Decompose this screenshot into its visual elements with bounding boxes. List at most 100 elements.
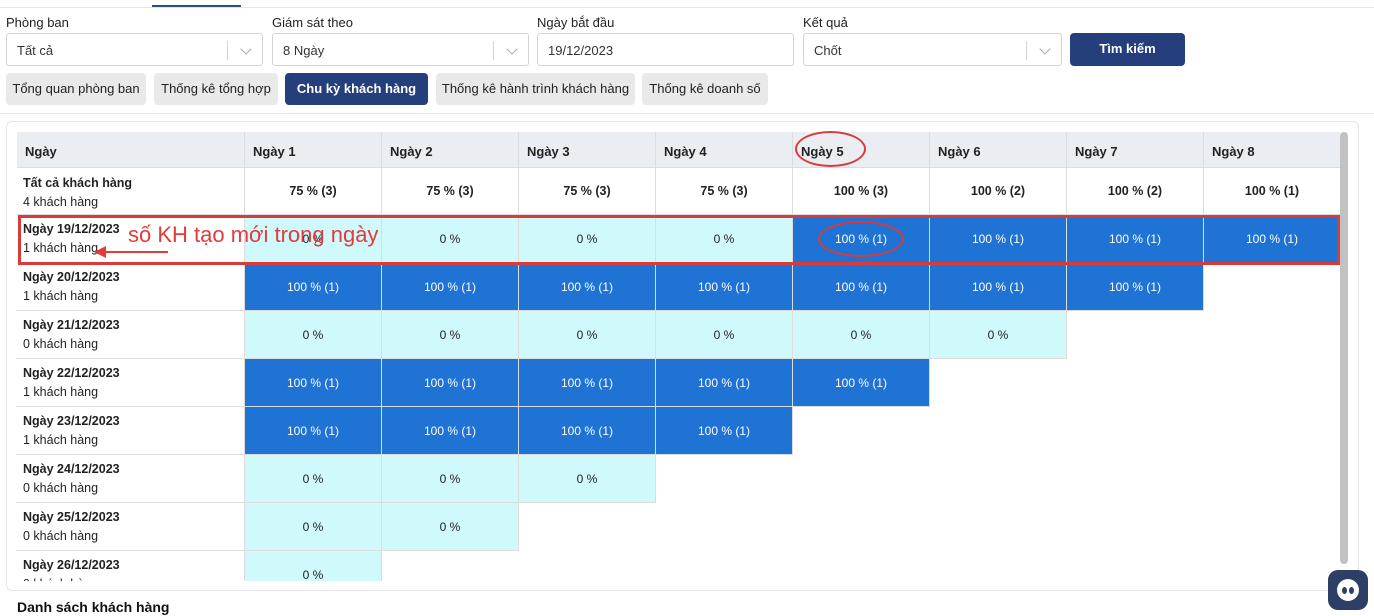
- tab-customer-journey[interactable]: Thống kê hành trình khách hàng: [436, 73, 635, 105]
- chevron-down-icon[interactable]: [506, 43, 518, 55]
- table-row-label: Ngày 22/12/2023 1 khách hàng: [17, 359, 245, 407]
- tab-sales-stats[interactable]: Thống kê doanh số: [642, 73, 768, 105]
- table-row-label: Ngày 24/12/2023 0 khách hàng: [17, 455, 245, 503]
- table-cell[interactable]: 100 % (1): [656, 263, 793, 311]
- row-date: Ngày 20/12/2023: [23, 270, 120, 284]
- table-cell[interactable]: 0 %: [245, 455, 382, 503]
- total-cell: 100 % (2): [930, 168, 1067, 215]
- department-label: Phòng ban: [6, 15, 69, 30]
- total-cell: 100 % (1): [1204, 168, 1340, 215]
- total-cell: 75 % (3): [382, 168, 519, 215]
- table-row-label: Ngày 25/12/2023 0 khách hàng: [17, 503, 245, 551]
- row-date: Ngày 25/12/2023: [23, 510, 120, 524]
- tab-customer-cycle[interactable]: Chu kỳ khách hàng: [285, 73, 428, 105]
- table-cell[interactable]: 100 % (1): [245, 407, 382, 455]
- table-scrollbar[interactable]: [1340, 132, 1348, 564]
- table-cell[interactable]: 0 %: [382, 215, 519, 263]
- table-header-cell: Ngày 7: [1067, 132, 1204, 168]
- result-select[interactable]: Chốt: [803, 33, 1062, 66]
- total-row-title: Tất cả khách hàng: [23, 176, 133, 190]
- tab-summary-stats[interactable]: Thống kê tổng hợp: [154, 73, 278, 105]
- table-cell[interactable]: 0 %: [245, 311, 382, 359]
- total-cell: 75 % (3): [519, 168, 656, 215]
- row-date: Ngày 19/12/2023: [23, 222, 120, 236]
- total-row-label: Tất cả khách hàng 4 khách hàng: [17, 168, 245, 215]
- row-customer-count: 0 khách hàng: [23, 577, 98, 581]
- cohort-table: Ngày Ngày 1 Ngày 2 Ngày 3 Ngày 4 Ngày 5 Ngày 6…: [17, 132, 1340, 581]
- result-label: Kết quả: [803, 15, 848, 30]
- monitor-by-select[interactable]: 8 Ngày: [272, 33, 529, 66]
- table-cell[interactable]: 100 % (1): [382, 263, 519, 311]
- table-cell[interactable]: 0 %: [245, 503, 382, 551]
- row-customer-count: 0 khách hàng: [23, 481, 99, 495]
- table-cell[interactable]: 0 %: [656, 215, 793, 263]
- table-cell[interactable]: 100 % (1): [519, 263, 656, 311]
- annotation-cell-circle: [818, 221, 904, 257]
- table-header-cell: Ngày 2: [382, 132, 519, 168]
- chevron-down-icon[interactable]: [1039, 43, 1051, 55]
- chat-bot-icon[interactable]: [1328, 570, 1368, 610]
- table-row-label: Ngày 21/12/2023 0 khách hàng: [17, 311, 245, 359]
- annotation-highlight-box: [18, 215, 1340, 265]
- total-cell: 75 % (3): [245, 168, 382, 215]
- table-cell[interactable]: 100 % (1): [793, 263, 930, 311]
- table-cell[interactable]: 100 % (1): [519, 407, 656, 455]
- search-button[interactable]: Tìm kiếm: [1070, 33, 1185, 66]
- start-date-label: Ngày bắt đầu: [537, 15, 615, 30]
- monitor-by-value: 8 Ngày: [283, 43, 325, 58]
- arrow-left-icon: [94, 246, 168, 258]
- result-value: Chốt: [814, 43, 842, 58]
- select-separator: [227, 41, 228, 60]
- tab-department-overview[interactable]: Tổng quan phòng ban: [6, 73, 146, 105]
- table-cell[interactable]: 100 % (1): [1067, 263, 1204, 311]
- row-customer-count: 0 khách hàng: [23, 337, 99, 351]
- row-customer-count: 0 khách hàng: [23, 529, 99, 543]
- table-cell[interactable]: 0 %: [382, 503, 519, 551]
- table-cell[interactable]: 0 %: [519, 311, 656, 359]
- table-header-cell: Ngày 6: [930, 132, 1067, 168]
- row-date: Ngày 24/12/2023: [23, 462, 120, 476]
- row-customer-count: 1 khách hàng: [23, 289, 99, 303]
- table-cell[interactable]: 100 % (1): [382, 407, 519, 455]
- table-cell[interactable]: 100 % (1): [245, 359, 382, 407]
- table-cell[interactable]: 100 % (1): [519, 359, 656, 407]
- row-date: Ngày 26/12/2023: [23, 558, 120, 572]
- table-cell[interactable]: 0 %: [382, 311, 519, 359]
- active-tab-indicator: [152, 5, 241, 7]
- total-cell: 75 % (3): [656, 168, 793, 215]
- start-date-input[interactable]: 19/12/2023: [537, 33, 794, 66]
- chat-face: [1337, 579, 1359, 601]
- table-cell[interactable]: 100 % (1): [1204, 215, 1340, 263]
- monitor-by-label: Giám sát theo: [272, 15, 353, 30]
- table-cell[interactable]: 100 % (1): [656, 407, 793, 455]
- select-separator: [493, 41, 494, 60]
- row-customer-count: 1 khách hàng: [23, 385, 99, 399]
- department-value: Tất cả: [17, 43, 54, 58]
- annotation-text: số KH tạo mới trong ngày: [128, 222, 379, 247]
- table-cell[interactable]: 100 % (1): [930, 263, 1067, 311]
- table-header-cell: Ngày: [17, 132, 245, 168]
- table-cell[interactable]: 0 %: [519, 455, 656, 503]
- table-cell[interactable]: 0 %: [656, 311, 793, 359]
- customer-list-title: Danh sách khách hàng: [17, 599, 170, 615]
- chat-eye: [1342, 587, 1347, 594]
- table-cell[interactable]: 100 % (1): [382, 359, 519, 407]
- table-cell[interactable]: 100 % (1): [245, 263, 382, 311]
- table-cell[interactable]: 0 %: [245, 551, 382, 581]
- top-tab-strip: [0, 0, 1374, 8]
- table-cell[interactable]: 100 % (1): [793, 359, 930, 407]
- department-select[interactable]: Tất cả: [6, 33, 263, 66]
- row-date: Ngày 22/12/2023: [23, 366, 120, 380]
- total-row-count: 4 khách hàng: [23, 195, 99, 209]
- table-row-label: Ngày 26/12/2023 0 khách hàng: [17, 551, 245, 581]
- row-date: Ngày 23/12/2023: [23, 414, 120, 428]
- chevron-down-icon[interactable]: [240, 43, 252, 55]
- table-cell[interactable]: 0 %: [382, 455, 519, 503]
- table-row-label: Ngày 23/12/2023 1 khách hàng: [17, 407, 245, 455]
- table-cell[interactable]: 100 % (1): [656, 359, 793, 407]
- table-cell[interactable]: 0 %: [519, 215, 656, 263]
- table-cell[interactable]: 0 %: [793, 311, 930, 359]
- table-header-cell: Ngày 8: [1204, 132, 1340, 168]
- table-row-label: Ngày 19/12/2023 1 khách hàng: [17, 215, 245, 263]
- table-cell[interactable]: 0 %: [930, 311, 1067, 359]
